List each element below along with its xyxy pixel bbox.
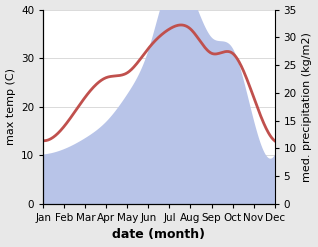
Y-axis label: max temp (C): max temp (C) <box>5 68 16 145</box>
Y-axis label: med. precipitation (kg/m2): med. precipitation (kg/m2) <box>302 32 313 182</box>
X-axis label: date (month): date (month) <box>113 228 205 242</box>
